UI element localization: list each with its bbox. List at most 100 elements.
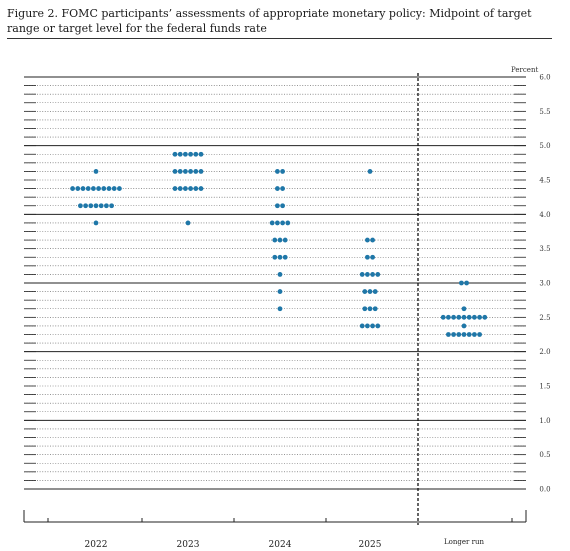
x-category-label: 2025 [359, 540, 382, 550]
dot [367, 306, 373, 312]
dot [370, 237, 375, 243]
dot [183, 186, 188, 191]
dot [370, 323, 375, 329]
dot [461, 306, 467, 312]
dot [111, 186, 117, 191]
dot [177, 186, 183, 191]
dot [172, 186, 178, 191]
dot [280, 203, 285, 209]
dot [362, 306, 368, 312]
dot [367, 289, 373, 294]
dot [193, 169, 199, 174]
title-rule [7, 38, 552, 39]
dot [482, 314, 488, 320]
dot [75, 186, 81, 191]
dot [372, 306, 378, 312]
dot [372, 289, 378, 294]
dot [177, 151, 183, 157]
dot [70, 186, 75, 191]
dot [269, 220, 275, 226]
dot [198, 169, 204, 174]
dot [172, 151, 178, 157]
dot [362, 289, 368, 294]
y-tick-label: 4.0 [539, 211, 550, 219]
dot [285, 220, 291, 226]
y-tick-label: 0.5 [539, 451, 550, 459]
y-tick-label: 6.0 [539, 74, 550, 82]
dot [367, 169, 373, 174]
dot [280, 186, 285, 191]
x-category-label: 2023 [177, 540, 200, 550]
figure-title: Figure 2. FOMC participants’ assessments… [7, 7, 532, 35]
dot [466, 314, 472, 320]
dot [464, 280, 469, 286]
dot [280, 220, 285, 226]
dot [472, 332, 477, 337]
dot [183, 169, 188, 174]
dot [282, 237, 288, 243]
dot [275, 220, 280, 226]
y-tick-label: 1.0 [539, 417, 550, 425]
dot [365, 237, 370, 243]
x-axis: 2022 2023 2024 2025 Longer run [23, 510, 527, 550]
dot [277, 272, 283, 277]
dot [451, 332, 456, 337]
dot [93, 169, 99, 174]
dot [188, 151, 194, 157]
dot [93, 220, 99, 226]
y-axis-label: Percent [511, 66, 538, 74]
dot [365, 323, 370, 329]
y-tick-label: 2.5 [539, 314, 550, 322]
dot [275, 203, 280, 209]
dot [359, 323, 365, 329]
y-tick-label: 2.0 [539, 348, 550, 356]
dot [91, 186, 96, 191]
dot [104, 203, 109, 209]
gridlines [24, 73, 526, 525]
dot [193, 186, 199, 191]
dot [88, 203, 94, 209]
dots [70, 151, 488, 337]
dot [277, 289, 283, 294]
dot [275, 169, 280, 174]
dot [456, 314, 462, 320]
dot [461, 323, 467, 329]
y-tick-label: 0.0 [539, 486, 550, 494]
x-category-label: 2022 [85, 540, 108, 550]
dot [365, 272, 370, 277]
dot [461, 332, 467, 337]
dot [277, 306, 283, 312]
dot [177, 169, 183, 174]
dot [83, 203, 88, 209]
dot [359, 272, 365, 277]
dot [85, 186, 91, 191]
dot [477, 314, 482, 320]
y-tick-label: 3.5 [539, 245, 550, 253]
dot [466, 332, 472, 337]
y-tick-label: 3.0 [539, 280, 550, 288]
y-tick-label: 1.5 [539, 383, 550, 391]
dot [277, 237, 283, 243]
dot [193, 151, 199, 157]
y-axis-ticks: 0.0 0.5 1.0 1.5 2.0 2.5 3.0 3.5 4.0 4.5 5.0 5.5 6.0 [539, 74, 550, 494]
dot [98, 203, 104, 209]
dot [93, 203, 99, 209]
dot [80, 186, 86, 191]
dot [282, 254, 288, 260]
y-tick-label: 5.0 [539, 142, 550, 150]
dot [96, 186, 101, 191]
dot [188, 186, 194, 191]
dot [198, 151, 204, 157]
dot [446, 314, 451, 320]
dot [272, 254, 278, 260]
dot [78, 203, 83, 209]
dot [117, 186, 122, 191]
dot [451, 314, 456, 320]
dot [188, 169, 194, 174]
x-category-label: 2024 [269, 540, 292, 550]
dot [277, 254, 283, 260]
dot [185, 220, 191, 226]
dot [272, 237, 278, 243]
dot [477, 332, 482, 337]
